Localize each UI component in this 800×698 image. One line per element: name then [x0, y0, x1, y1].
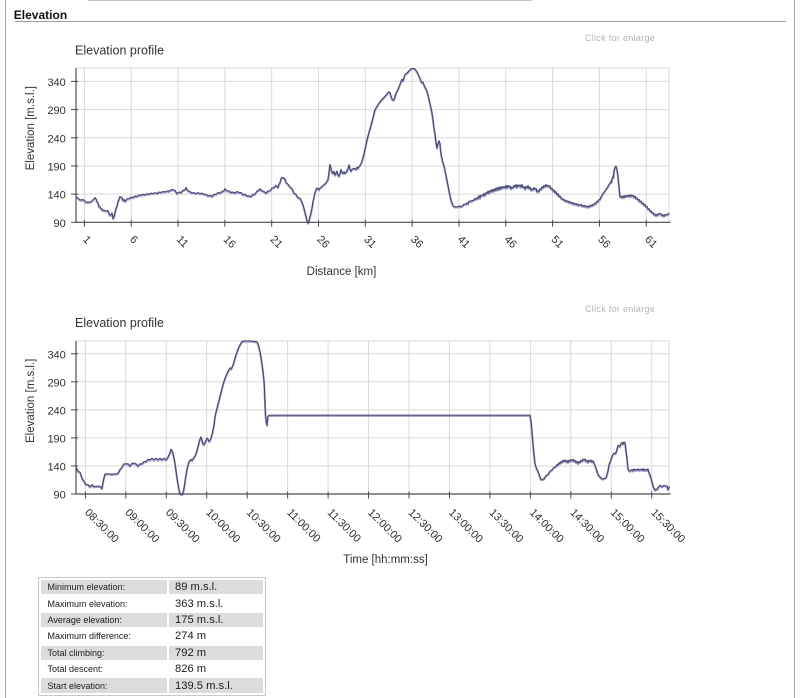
svg-text:140: 140: [47, 190, 65, 202]
svg-text:6: 6: [127, 234, 140, 247]
svg-text:90: 90: [54, 218, 66, 230]
svg-text:340: 340: [47, 77, 65, 89]
svg-text:240: 240: [47, 133, 65, 145]
svg-text:11:00:00: 11:00:00: [284, 507, 322, 545]
svg-text:Distance [km]: Distance [km]: [307, 266, 377, 278]
svg-text:10:00:00: 10:00:00: [203, 507, 242, 546]
svg-text:12:00:00: 12:00:00: [365, 507, 404, 546]
svg-text:09:30:00: 09:30:00: [163, 507, 202, 546]
svg-text:51: 51: [548, 234, 565, 251]
svg-text:190: 190: [47, 162, 65, 174]
svg-text:56: 56: [595, 234, 612, 251]
svg-text:290: 290: [47, 105, 65, 117]
svg-text:14:30:00: 14:30:00: [567, 507, 606, 546]
svg-text:190: 190: [47, 434, 65, 446]
svg-text:14:00:00: 14:00:00: [527, 507, 566, 546]
svg-text:240: 240: [47, 405, 65, 417]
svg-text:21: 21: [268, 234, 285, 251]
svg-text:13:30:00: 13:30:00: [487, 507, 526, 546]
svg-text:13:00:00: 13:00:00: [446, 507, 485, 546]
svg-text:31: 31: [361, 234, 378, 251]
svg-text:08:30:00: 08:30:00: [82, 507, 121, 546]
svg-text:16: 16: [221, 234, 238, 251]
svg-text:46: 46: [502, 234, 519, 251]
svg-text:Elevation profile: Elevation profile: [75, 44, 164, 58]
svg-text:Elevation [m.s.l.]: Elevation [m.s.l.]: [25, 359, 37, 443]
svg-text:09:00:00: 09:00:00: [123, 507, 162, 546]
svg-text:Time [hh:mm:ss]: Time [hh:mm:ss]: [343, 554, 428, 566]
svg-text:12:30:00: 12:30:00: [406, 507, 445, 546]
svg-text:340: 340: [47, 349, 65, 361]
svg-text:61: 61: [642, 234, 659, 251]
svg-text:290: 290: [47, 377, 65, 389]
svg-text:10:30:00: 10:30:00: [244, 507, 283, 546]
svg-text:11: 11: [174, 234, 191, 251]
svg-text:Elevation profile: Elevation profile: [75, 316, 164, 330]
svg-text:15:30:00: 15:30:00: [648, 507, 687, 546]
svg-text:1: 1: [80, 234, 93, 247]
svg-text:90: 90: [54, 490, 66, 502]
svg-text:36: 36: [408, 234, 425, 251]
svg-text:Elevation [m.s.l.]: Elevation [m.s.l.]: [25, 86, 37, 170]
svg-text:26: 26: [314, 234, 331, 251]
svg-text:41: 41: [455, 234, 472, 251]
svg-text:11:30:00: 11:30:00: [325, 507, 363, 545]
svg-text:140: 140: [47, 462, 65, 474]
svg-text:15:00:00: 15:00:00: [608, 507, 647, 546]
